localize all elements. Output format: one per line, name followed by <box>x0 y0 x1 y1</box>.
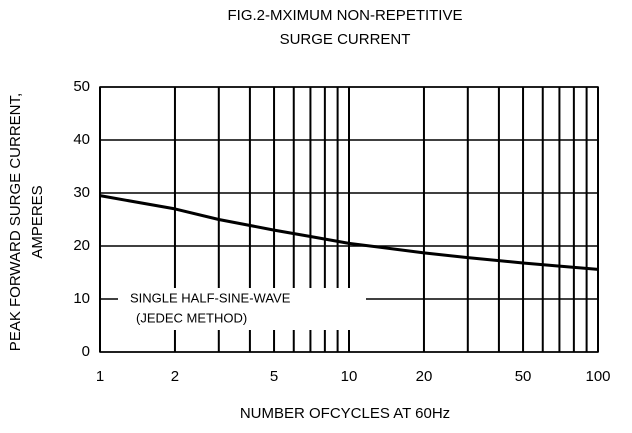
x-tick-label: 50 <box>515 368 532 385</box>
chart-title: SURGE CURRENT <box>280 31 411 48</box>
annotation: (JEDEC METHOD) <box>136 310 247 325</box>
chart-title: FIG.2-MXIMUM NON-REPETITIVE <box>227 7 462 24</box>
x-tick-label: 20 <box>416 368 433 385</box>
y-tick-label: 20 <box>73 237 90 254</box>
curve <box>99 194 599 271</box>
annotation-background <box>118 288 366 330</box>
x-axis-label: NUMBER OFCYCLES AT 60Hz <box>240 405 450 422</box>
y-tick-label: 10 <box>73 290 90 307</box>
annotation: SINGLE HALF-SINE-WAVE <box>130 290 291 305</box>
y-tick-label: 40 <box>73 131 90 148</box>
x-tick-label: 5 <box>270 368 278 385</box>
y-tick-label: 30 <box>73 184 90 201</box>
x-tick-label: 1 <box>96 368 104 385</box>
y-axis-label: PEAK FORWARD SURGE CURRENT, <box>7 93 24 351</box>
y-axis-label: AMPERES <box>29 185 46 258</box>
plot-frame <box>99 86 599 353</box>
y-tick-label: 0 <box>82 343 90 360</box>
x-tick-label: 100 <box>585 368 610 385</box>
y-tick-label: 50 <box>73 78 90 95</box>
x-tick-label: 10 <box>341 368 358 385</box>
x-tick-label: 2 <box>171 368 179 385</box>
